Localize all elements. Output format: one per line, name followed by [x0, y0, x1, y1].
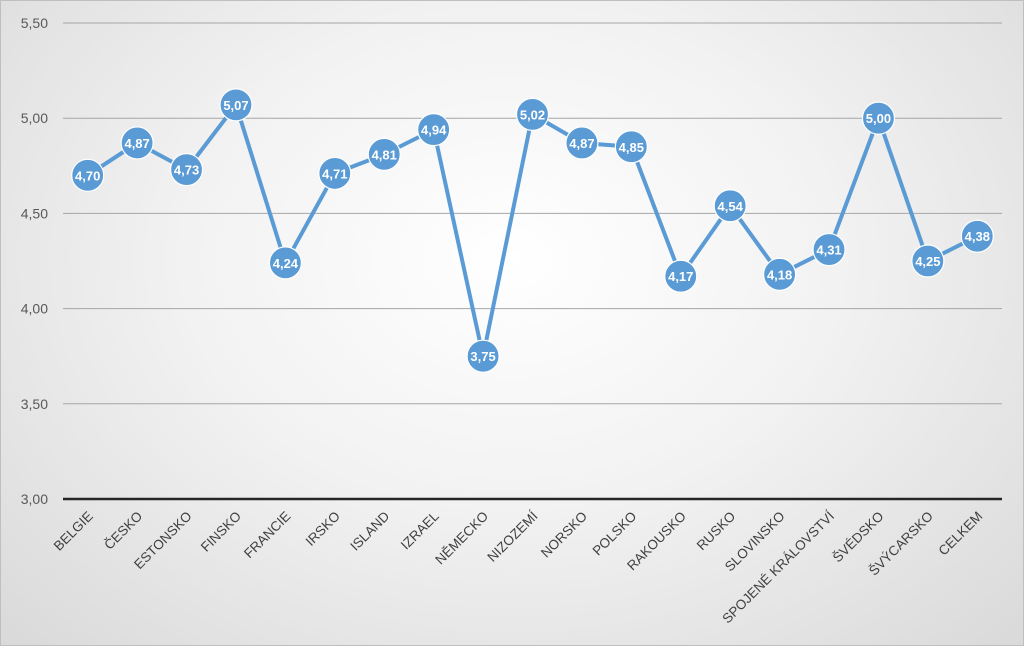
- data-label: 4,31: [816, 243, 841, 258]
- data-label: 4,38: [965, 229, 990, 244]
- data-point-marker: [664, 259, 698, 293]
- data-label: 3,75: [470, 349, 495, 364]
- data-point-marker: [960, 219, 994, 253]
- data-label: 4,94: [421, 123, 447, 138]
- data-point-marker: [466, 339, 500, 373]
- data-label: 4,70: [75, 168, 100, 183]
- data-label: 5,07: [223, 98, 248, 113]
- data-point-marker: [515, 97, 550, 131]
- y-tick-label: 4,00: [21, 301, 48, 317]
- data-label: 5,02: [520, 107, 545, 122]
- x-tick-label: NIZOZEMÍ: [484, 508, 540, 564]
- data-label: 4,71: [322, 166, 347, 181]
- x-tick-label: POLSKO: [590, 509, 640, 559]
- x-tick-label: BELGIE: [51, 509, 96, 554]
- data-point-marker: [417, 113, 451, 147]
- data-label: 4,25: [915, 254, 940, 269]
- data-point-marker: [713, 189, 747, 223]
- data-label: 5,00: [866, 111, 891, 126]
- data-point-marker: [367, 137, 401, 171]
- x-tick-label: ČESKO: [101, 509, 145, 553]
- data-label: 4,17: [668, 269, 693, 284]
- series-line: [86, 102, 979, 359]
- data-point-marker: [763, 257, 797, 291]
- data-label: 4,87: [124, 136, 149, 151]
- y-tick-label: 5,00: [21, 110, 48, 126]
- data-point-marker: [812, 232, 846, 267]
- x-tick-label: NĚMECKO: [432, 509, 491, 568]
- x-tick-label: ISLAND: [347, 508, 392, 553]
- data-point-marker: [318, 156, 352, 191]
- data-label: 4,54: [718, 199, 744, 214]
- x-tick-label: CELKEM: [936, 509, 986, 559]
- x-tick-label: FRANCIE: [241, 509, 294, 562]
- data-label: 4,24: [273, 256, 299, 271]
- y-tick-label: 5,50: [21, 15, 48, 31]
- y-tick-label: 3,50: [21, 396, 48, 412]
- data-point-marker: [614, 130, 648, 164]
- data-point-marker: [169, 153, 204, 187]
- x-tick-label: IRSKO: [303, 509, 343, 549]
- data-point-marker: [911, 244, 945, 278]
- y-tick-label: 3,00: [21, 491, 48, 507]
- y-tick-label: 4,50: [21, 205, 48, 221]
- data-point-marker: [219, 88, 253, 122]
- data-point-marker: [565, 126, 599, 160]
- data-point-marker: [861, 101, 896, 135]
- x-tick-label: NORSKO: [538, 509, 590, 561]
- data-label: 4,87: [569, 136, 594, 151]
- data-point-marker: [71, 158, 105, 192]
- data-label: 4,81: [372, 147, 397, 162]
- data-label: 4,73: [174, 163, 199, 178]
- data-label: 4,85: [619, 140, 644, 155]
- data-point-marker: [120, 126, 154, 160]
- x-tick-label: RUSKO: [694, 509, 739, 554]
- x-tick-label: FINSKO: [198, 509, 244, 555]
- x-tick-label: IZRAEL: [398, 508, 442, 552]
- data-point-marker: [268, 246, 302, 280]
- data-label: 4,18: [767, 267, 792, 282]
